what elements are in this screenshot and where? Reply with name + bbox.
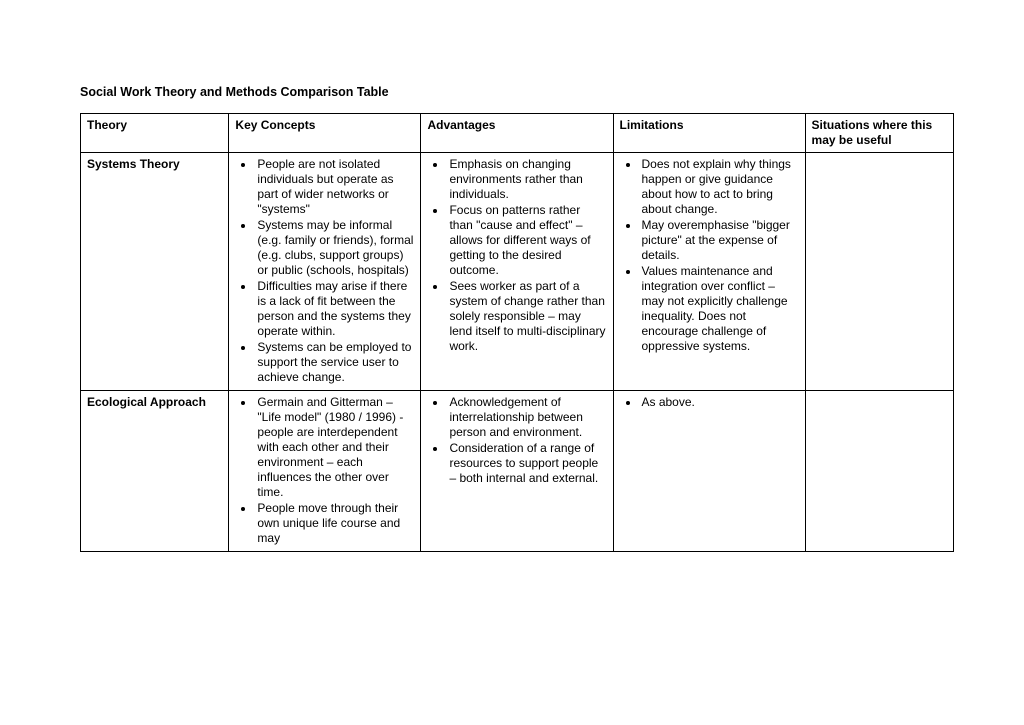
table-row: Ecological Approach Germain and Gitterman…	[81, 391, 954, 552]
bullet-list: People are not isolated individuals but …	[235, 157, 414, 385]
table-body: Systems Theory People are not isolated in…	[81, 153, 954, 552]
cell-limitations: Does not explain why things happen or gi…	[613, 153, 805, 391]
cell-key-concepts: Germain and Gitterman – "Life model" (19…	[229, 391, 421, 552]
cell-limitations: As above.	[613, 391, 805, 552]
list-item: Difficulties may arise if there is a lac…	[255, 279, 414, 339]
list-item: Acknowledgement of interrelationship bet…	[447, 395, 606, 440]
list-item: Values maintenance and integration over …	[640, 264, 799, 354]
bullet-list: Does not explain why things happen or gi…	[620, 157, 799, 354]
bullet-list: Emphasis on changing environments rather…	[427, 157, 606, 354]
header-advantages: Advantages	[421, 114, 613, 153]
document-page: Social Work Theory and Methods Compariso…	[0, 0, 1024, 552]
list-item: Consideration of a range of resources to…	[447, 441, 606, 486]
bullet-list: Acknowledgement of interrelationship bet…	[427, 395, 606, 486]
list-item: Sees worker as part of a system of chang…	[447, 279, 606, 354]
list-item: As above.	[640, 395, 799, 410]
list-item: People move through their own unique lif…	[255, 501, 414, 546]
header-limitations: Limitations	[613, 114, 805, 153]
list-item: Systems may be informal (e.g. family or …	[255, 218, 414, 278]
theory-name: Systems Theory	[87, 157, 180, 171]
cell-situations	[805, 153, 953, 391]
cell-key-concepts: People are not isolated individuals but …	[229, 153, 421, 391]
cell-theory: Ecological Approach	[81, 391, 229, 552]
header-situations: Situations where this may be useful	[805, 114, 953, 153]
theory-name: Ecological Approach	[87, 395, 206, 409]
list-item: May overemphasise "bigger picture" at th…	[640, 218, 799, 263]
cell-advantages: Emphasis on changing environments rather…	[421, 153, 613, 391]
cell-situations	[805, 391, 953, 552]
list-item: People are not isolated individuals but …	[255, 157, 414, 217]
list-item: Germain and Gitterman – "Life model" (19…	[255, 395, 414, 500]
cell-theory: Systems Theory	[81, 153, 229, 391]
bullet-list: Germain and Gitterman – "Life model" (19…	[235, 395, 414, 546]
table-row: Systems Theory People are not isolated in…	[81, 153, 954, 391]
cell-advantages: Acknowledgement of interrelationship bet…	[421, 391, 613, 552]
header-key-concepts: Key Concepts	[229, 114, 421, 153]
list-item: Systems can be employed to support the s…	[255, 340, 414, 385]
document-title: Social Work Theory and Methods Compariso…	[80, 85, 954, 99]
list-item: Does not explain why things happen or gi…	[640, 157, 799, 217]
list-item: Focus on patterns rather than "cause and…	[447, 203, 606, 278]
table-header-row: Theory Key Concepts Advantages Limitatio…	[81, 114, 954, 153]
comparison-table: Theory Key Concepts Advantages Limitatio…	[80, 113, 954, 552]
list-item: Emphasis on changing environments rather…	[447, 157, 606, 202]
bullet-list: As above.	[620, 395, 799, 410]
header-theory: Theory	[81, 114, 229, 153]
